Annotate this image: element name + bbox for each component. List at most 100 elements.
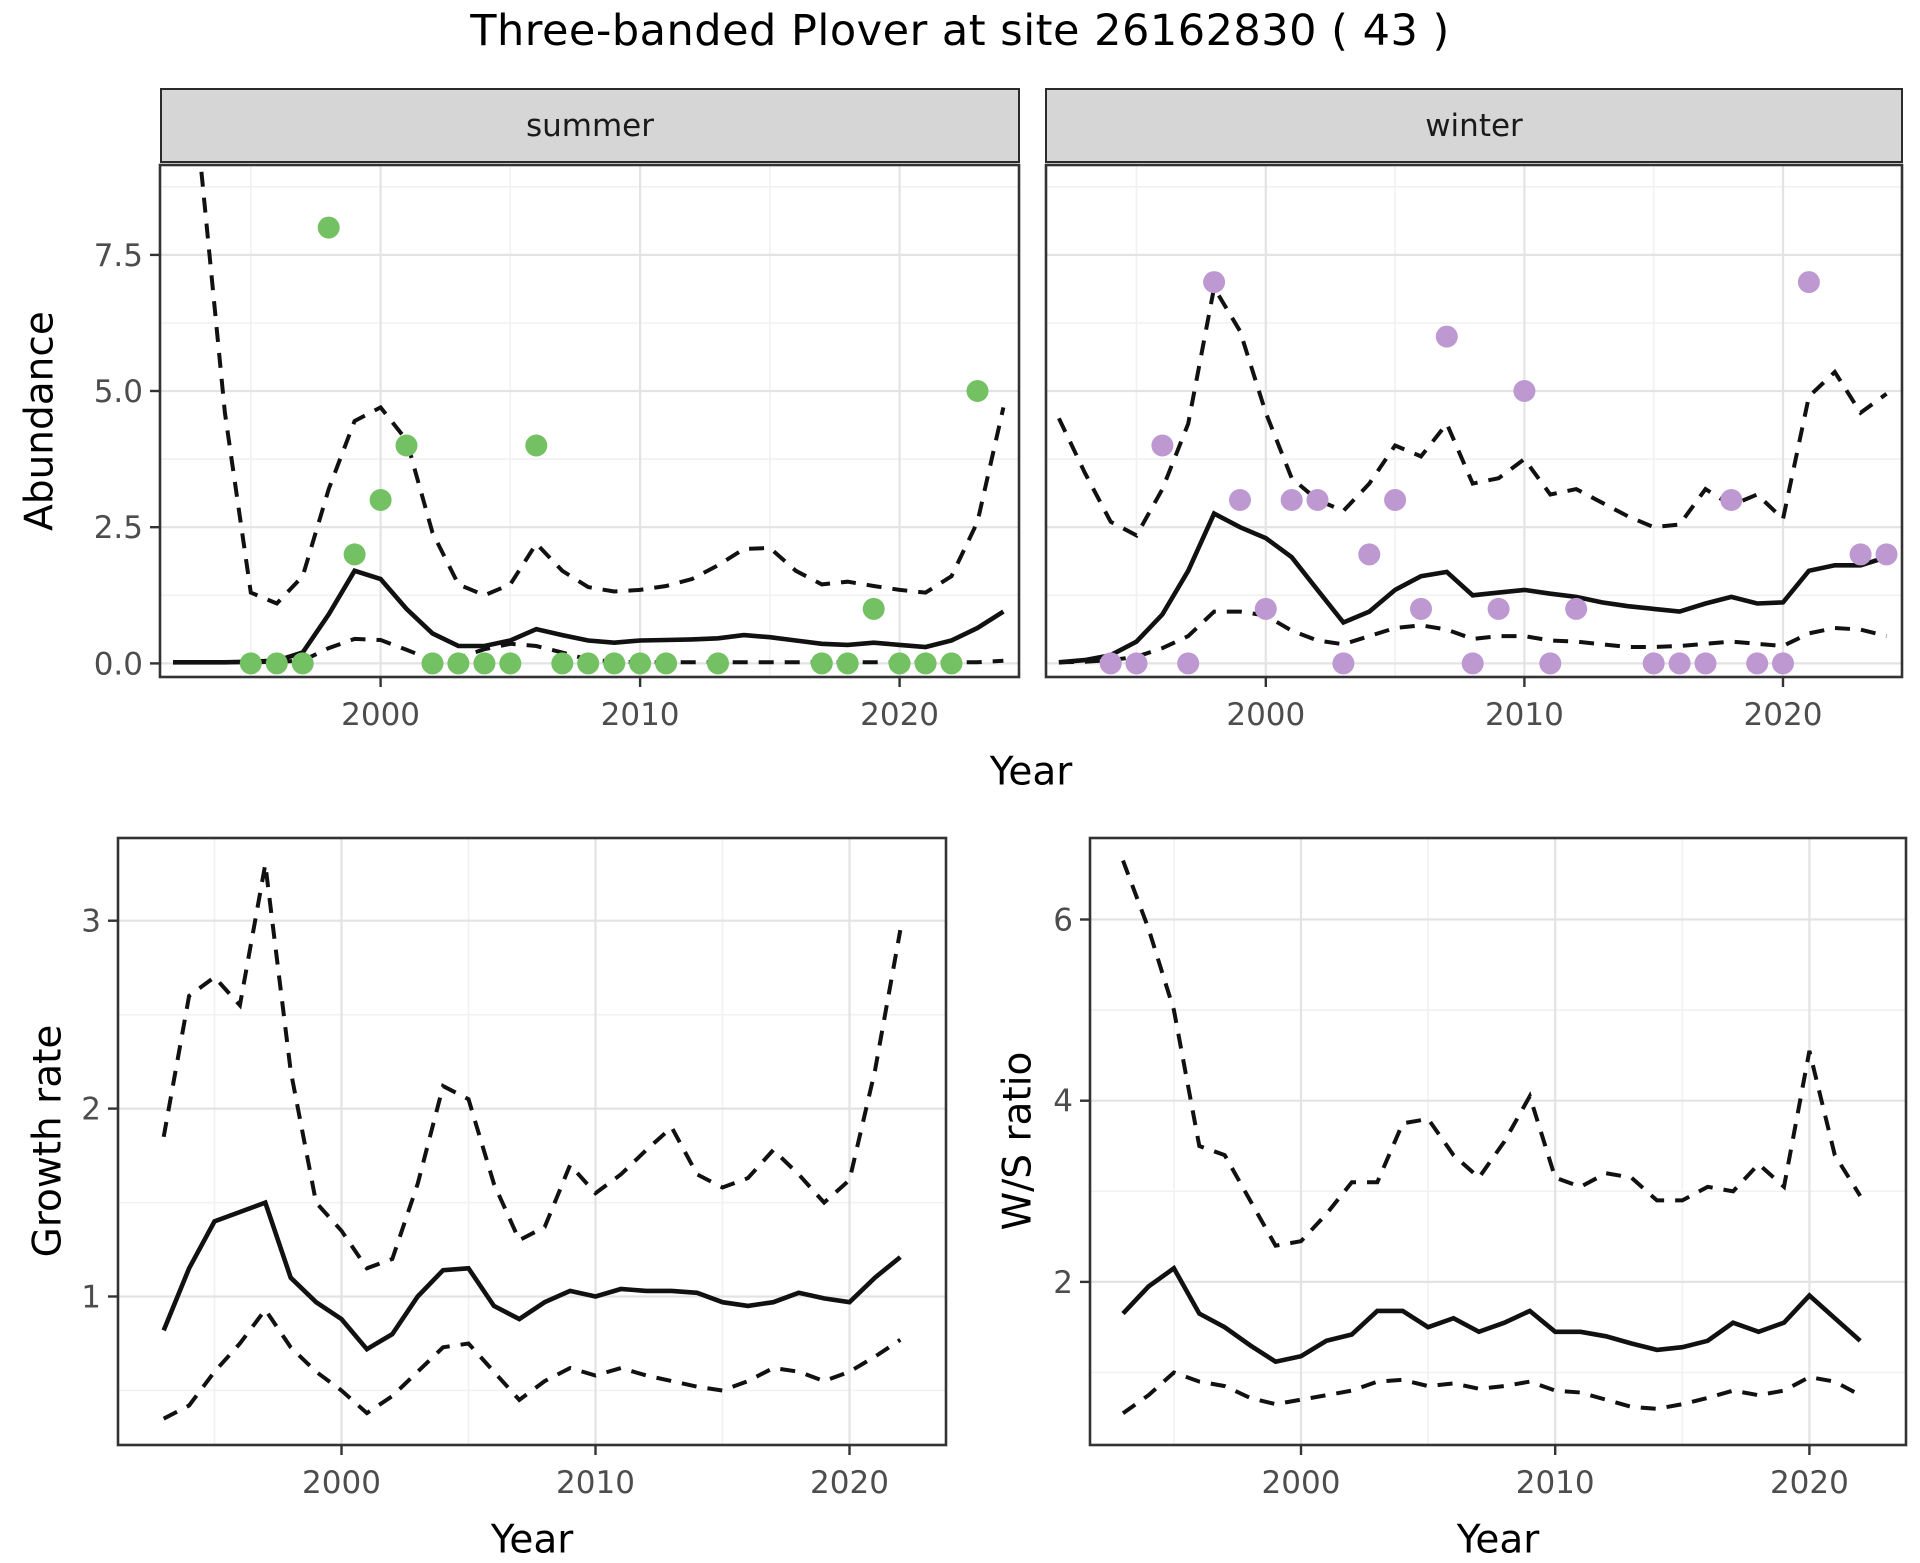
abundance_summer-observed-point bbox=[369, 489, 392, 511]
x-axis-title-year-growth: Year bbox=[490, 1517, 574, 1563]
x-axis-title-year-ws: Year bbox=[1456, 1517, 1540, 1563]
y-tick-label: 2.5 bbox=[94, 510, 143, 546]
abundance_summer-observed-point bbox=[525, 434, 548, 457]
panel-border bbox=[1088, 836, 1908, 1447]
x-tick-label: 2020 bbox=[1770, 1465, 1849, 1501]
panel-background bbox=[1090, 838, 1906, 1445]
abundance_summer-observed-point bbox=[447, 652, 470, 675]
abundance_summer-observed-point bbox=[629, 652, 652, 675]
ws_ratio-upper95-line bbox=[1121, 859, 1862, 1248]
abundance_summer-observed-point bbox=[239, 652, 262, 675]
growth_rate-upper95-line bbox=[161, 863, 903, 1271]
y-tick-label: 4 bbox=[1053, 1084, 1073, 1120]
y-axis-title-ws-ratio: W/S ratio bbox=[995, 1051, 1041, 1231]
abundance_summer-observed-point bbox=[577, 652, 600, 675]
growth_rate-mean-line bbox=[161, 1199, 902, 1353]
abundance_summer-observed-point bbox=[707, 652, 729, 675]
abundance_winter-observed-point bbox=[1746, 652, 1769, 675]
panel-border bbox=[116, 836, 948, 1447]
panel-abundance_winter: 2000 2010 2020 bbox=[1044, 163, 1904, 733]
ws_ratio-mean-line bbox=[1121, 1264, 1862, 1365]
abundance_winter-observed-point bbox=[1125, 652, 1148, 675]
y-axis-title-growth-rate: Growth rate bbox=[25, 1024, 71, 1258]
y-tick-label: 1 bbox=[81, 1280, 101, 1316]
abundance_winter-observed-point bbox=[1410, 597, 1432, 620]
abundance_winter-observed-point bbox=[1513, 380, 1536, 402]
panel-background bbox=[1046, 165, 1902, 677]
abundance_winter-observed-point bbox=[1565, 597, 1588, 620]
abundance_winter-observed-point bbox=[1203, 271, 1226, 294]
abundance_winter-observed-point bbox=[1797, 271, 1820, 294]
abundance_summer-observed-point bbox=[966, 380, 989, 402]
facet-strip-summer: summer bbox=[160, 88, 1020, 163]
panel-growth_rate: 2000 2010 2020 1 2 3 bbox=[81, 836, 948, 1501]
abundance_summer-observed-point bbox=[940, 652, 963, 675]
panel-abundance_summer: 2000 2010 2020 0.0 2.5 5.0 7.5 bbox=[94, 163, 1021, 733]
abundance_winter-observed-point bbox=[1099, 652, 1122, 675]
abundance_winter-observed-point bbox=[1720, 489, 1743, 511]
abundance_summer-observed-point bbox=[862, 597, 885, 620]
y-tick-label: 5.0 bbox=[94, 374, 143, 410]
abundance_winter-observed-point bbox=[1668, 652, 1691, 675]
abundance_winter-observed-point bbox=[1435, 325, 1458, 348]
abundance_winter-observed-point bbox=[1694, 652, 1717, 675]
abundance_summer-observed-point bbox=[551, 652, 574, 675]
panel-background bbox=[118, 838, 946, 1445]
x-tick-label: 2000 bbox=[1262, 1465, 1341, 1501]
abundance_winter-observed-point bbox=[1461, 652, 1484, 675]
abundance_summer-observed-point bbox=[291, 652, 314, 675]
abundance_winter-observed-point bbox=[1875, 543, 1898, 566]
x-tick-label: 2020 bbox=[1744, 697, 1823, 733]
abundance_winter-observed-point bbox=[1229, 489, 1251, 511]
abundance_winter-lower95-line bbox=[1058, 609, 1887, 665]
y-tick-label: 6 bbox=[1053, 903, 1073, 939]
abundance_summer-upper95-line bbox=[198, 165, 1006, 606]
x-tick-label: 2000 bbox=[1226, 697, 1305, 733]
ws_ratio-lower95-line bbox=[1121, 1370, 1862, 1415]
abundance_summer-observed-point bbox=[888, 652, 911, 675]
abundance_winter-observed-point bbox=[1772, 652, 1794, 675]
abundance_summer-observed-point bbox=[473, 652, 496, 675]
panel-background bbox=[160, 165, 1019, 677]
panel-border bbox=[1044, 163, 1904, 679]
y-axis-title-abundance: Abundance bbox=[17, 311, 63, 531]
growth_rate-lower95-line bbox=[162, 1306, 902, 1421]
abundance_winter-observed-point bbox=[1177, 652, 1200, 675]
x-tick-label: 2010 bbox=[601, 697, 680, 733]
facet-strip-winter-label: winter bbox=[1425, 107, 1523, 144]
y-tick-label: 3 bbox=[81, 904, 101, 940]
abundance_winter-observed-point bbox=[1539, 652, 1562, 675]
abundance_winter-mean-line bbox=[1058, 510, 1888, 665]
x-tick-label: 2000 bbox=[341, 697, 420, 733]
panel-ws_ratio: 2000 2010 2020 2 4 6 bbox=[1053, 836, 1908, 1501]
panel-border bbox=[158, 163, 1021, 679]
abundance_summer-observed-point bbox=[836, 652, 859, 675]
abundance_summer-observed-point bbox=[421, 652, 444, 675]
abundance_summer-observed-point bbox=[395, 434, 418, 457]
abundance_summer-observed-point bbox=[603, 652, 626, 675]
abundance_winter-observed-point bbox=[1332, 652, 1355, 675]
facet-strip-summer-label: summer bbox=[525, 107, 654, 144]
abundance_winter-observed-point bbox=[1151, 434, 1174, 457]
y-tick-label: 2 bbox=[1053, 1265, 1073, 1301]
abundance_winter-observed-point bbox=[1306, 489, 1329, 511]
x-tick-label: 2010 bbox=[1485, 697, 1564, 733]
x-tick-label: 2010 bbox=[1516, 1465, 1595, 1501]
y-tick-label: 2 bbox=[81, 1092, 101, 1128]
chart-title: Three-banded Plover at site 26162830 ( 4… bbox=[470, 6, 1450, 56]
x-tick-label: 2010 bbox=[556, 1465, 635, 1501]
abundance_summer-observed-point bbox=[914, 652, 937, 675]
y-tick-label: 0.0 bbox=[94, 646, 143, 682]
abundance_winter-observed-point bbox=[1280, 489, 1303, 511]
abundance_summer-observed-point bbox=[265, 652, 288, 675]
abundance_winter-observed-point bbox=[1254, 597, 1277, 620]
x-axis-title-year-top: Year bbox=[989, 749, 1073, 795]
abundance_winter-observed-point bbox=[1358, 543, 1381, 566]
abundance_winter-observed-point bbox=[1642, 652, 1665, 675]
x-tick-label: 2020 bbox=[860, 697, 939, 733]
facet-strip-winter: winter bbox=[1045, 88, 1903, 163]
abundance_winter-upper95-line bbox=[1057, 282, 1888, 539]
x-tick-label: 2000 bbox=[302, 1465, 381, 1501]
